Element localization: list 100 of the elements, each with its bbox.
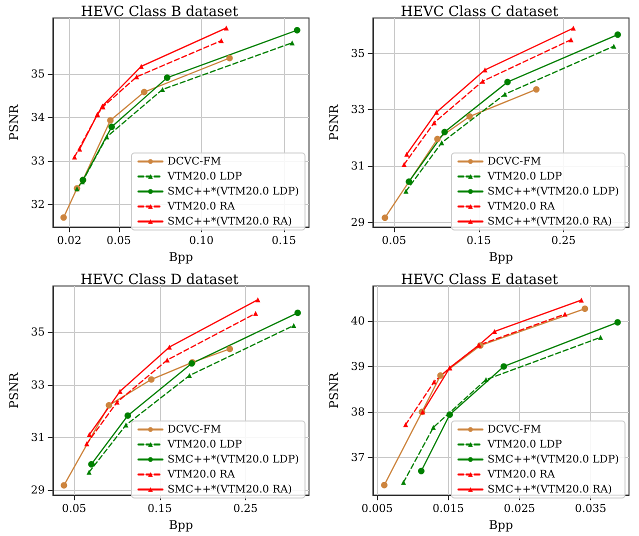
x-tick-label: 0.15 (272, 234, 296, 248)
point (570, 26, 576, 31)
point (382, 214, 388, 222)
point (614, 319, 621, 326)
point (124, 412, 132, 419)
x-axis-title: Bpp (488, 250, 514, 264)
x-axis-title: Bpp (168, 518, 194, 532)
point (406, 178, 412, 185)
point (446, 411, 453, 418)
x-tick-label: 0.25 (551, 234, 576, 248)
point (253, 310, 258, 316)
point (533, 86, 540, 93)
legend-label: SMC++*(VTM20.0 LDP) (167, 186, 300, 198)
point (60, 214, 67, 221)
point (439, 140, 444, 146)
point (107, 117, 114, 124)
y-tick-label: 31 (350, 160, 365, 173)
chart-title: HEVC Class B dataset (80, 4, 238, 20)
point (160, 86, 166, 92)
point (218, 38, 224, 44)
y-axis-title: PSNR (7, 372, 21, 408)
y-tick-label: 32 (30, 198, 45, 211)
y-tick-label: 35 (30, 326, 45, 339)
point (72, 154, 78, 160)
legend-label: SMC++*(VTM20.0 RA) (167, 216, 292, 228)
x-tick-label: 0.015 (432, 502, 464, 516)
y-tick-label: 34 (30, 110, 45, 124)
point (402, 162, 407, 167)
y-tick-label: 33 (350, 103, 365, 116)
x-tick-label: 0.10 (189, 234, 214, 248)
x-axis-title: Bpp (488, 518, 514, 532)
y-tick-label: 37 (350, 450, 365, 464)
x-tick-label: 0.05 (62, 502, 86, 516)
y-tick-label: 29 (30, 484, 45, 497)
point (432, 379, 437, 384)
point (484, 377, 489, 382)
y-tick-label: 39 (350, 360, 365, 373)
point (60, 482, 68, 489)
point (437, 372, 444, 379)
y-axis-title: PSNR (327, 372, 341, 408)
legend-label: DCVC-FM (167, 424, 222, 436)
x-tick-label: 0.02 (56, 234, 82, 248)
point (226, 346, 234, 352)
point (123, 422, 128, 428)
point (164, 358, 170, 362)
point (492, 328, 498, 334)
point (77, 146, 82, 152)
legend-label: VTM20.0 RA (486, 200, 556, 212)
point (434, 110, 439, 115)
legend-label: SMC++*(VTM20.0 LDP) (487, 186, 620, 198)
chart-title: HEVC Class E dataset (400, 272, 558, 288)
x-tick-label: 0.25 (233, 502, 258, 516)
point (84, 441, 90, 446)
point (86, 432, 92, 438)
y-tick-label: 33 (30, 378, 45, 392)
point (186, 373, 192, 378)
point (148, 376, 155, 383)
point (108, 124, 115, 130)
point (568, 37, 574, 42)
y-axis-title: PSNR (7, 104, 21, 140)
legend-label: VTM20.0 RA (166, 200, 236, 212)
point (164, 74, 170, 81)
point (403, 188, 408, 194)
point (294, 26, 300, 34)
point (434, 136, 441, 142)
point (294, 310, 301, 316)
point (290, 40, 295, 46)
legend-label: VTM20.0 RA (486, 468, 556, 480)
legend-label: SMC++*(VTM20.0 RA) (487, 484, 612, 496)
legend-label: VTM20.0 RA (166, 468, 236, 480)
point (598, 334, 604, 340)
point (418, 468, 425, 474)
y-tick-label: 33 (30, 154, 45, 168)
point (400, 480, 406, 485)
legend-label: DCVC-FM (167, 156, 222, 168)
x-tick-label: 0.035 (574, 502, 606, 516)
legend-label: DCVC-FM (487, 156, 542, 168)
x-tick-label: 0.025 (504, 502, 536, 516)
legend-label: SMC++*(VTM20.0 LDP) (487, 454, 620, 466)
x-tick-label: 0.15 (466, 234, 492, 248)
x-axis-title: Bpp (168, 250, 194, 264)
legend-label: VTM20.0 LDP (486, 170, 562, 182)
y-tick-label: 38 (350, 405, 365, 418)
point (441, 128, 448, 136)
legend-label: VTM20.0 LDP (486, 438, 562, 450)
y-tick-label: 40 (350, 314, 365, 328)
point (140, 88, 148, 96)
point (578, 298, 584, 303)
point (504, 78, 511, 86)
y-tick-label: 35 (30, 67, 45, 80)
point (134, 74, 140, 80)
point (502, 92, 508, 97)
point (106, 402, 112, 409)
point (562, 312, 568, 317)
point (614, 31, 621, 38)
point (138, 64, 144, 69)
x-tick-label: 0.005 (361, 502, 393, 516)
point (166, 344, 172, 350)
point (611, 44, 616, 49)
y-tick-label: 31 (30, 430, 45, 444)
